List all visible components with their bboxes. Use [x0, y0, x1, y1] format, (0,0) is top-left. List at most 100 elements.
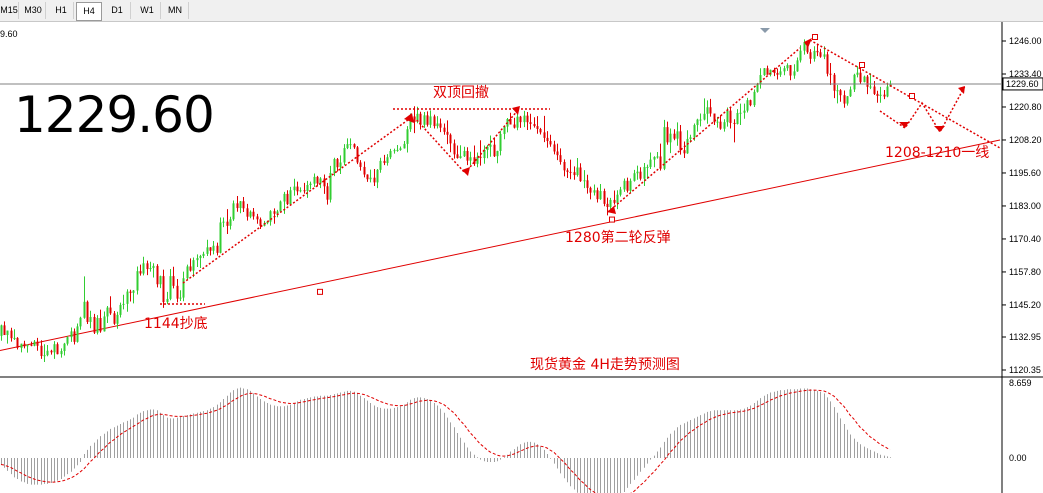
candle-body	[269, 211, 272, 222]
candle-body	[73, 331, 76, 342]
candle-body	[242, 201, 245, 209]
projection-line	[809, 39, 1001, 149]
candle-body	[333, 159, 336, 173]
candle-body	[676, 131, 679, 139]
projection-line	[879, 85, 966, 134]
candle-body	[509, 119, 512, 125]
candle-body	[0, 325, 3, 336]
candle-body	[856, 72, 859, 75]
candle-body	[623, 180, 626, 190]
candle-body	[679, 131, 682, 151]
candle-body	[6, 330, 9, 336]
candle-body	[769, 69, 772, 75]
price-chart[interactable]: 1246.00 1233.40 1220.80 1208.20 1195.60 1183.…	[0, 22, 1043, 493]
candlesticks	[0, 39, 892, 363]
candle-body	[779, 71, 782, 75]
tab-d1[interactable]: D1	[104, 2, 131, 19]
candle-body	[113, 313, 116, 324]
candle-body	[689, 137, 692, 139]
candle-body	[356, 147, 359, 163]
candle-body	[346, 144, 349, 149]
candle-body	[613, 199, 616, 203]
candle-body	[563, 161, 566, 171]
candle-body	[99, 318, 102, 332]
candle-body	[159, 276, 162, 285]
candle-body	[40, 345, 43, 356]
candle-body	[503, 126, 506, 134]
candle-body	[866, 76, 869, 87]
candle-body	[50, 350, 53, 353]
projection-line	[464, 109, 519, 174]
tab-mn[interactable]: MN	[162, 2, 189, 19]
candle-body	[716, 121, 719, 123]
candle-body	[803, 42, 806, 51]
price-tick-label: 1132.95	[1009, 332, 1041, 342]
candle-body	[56, 344, 59, 355]
candle-body	[659, 156, 662, 169]
candle-body	[819, 52, 822, 57]
timeframe-toolbar: M15 M30 H1 H4 D1 W1 MN	[0, 0, 1043, 22]
candle-body	[386, 157, 389, 164]
candle-body	[869, 86, 872, 88]
candle-body	[93, 316, 96, 333]
candle-body	[513, 124, 516, 128]
candle-body	[199, 255, 202, 259]
candle-body	[13, 337, 16, 339]
oscillator-panel: 8.659 0.00	[0, 376, 1043, 493]
period-marker	[760, 28, 770, 33]
annotation-1144-bottom: 1144抄底	[144, 316, 208, 332]
candle-body	[323, 178, 326, 187]
candle-body	[483, 149, 486, 159]
candle-body	[259, 219, 262, 226]
chart-title: 现货黄金 4H走势预测图	[530, 357, 680, 373]
candle-body	[696, 119, 699, 126]
drawing-anchor	[909, 93, 915, 99]
tab-h4[interactable]: H4	[76, 2, 102, 21]
candle-body	[616, 194, 619, 203]
candle-body	[833, 74, 836, 91]
candle-body	[719, 121, 722, 129]
candle-body	[873, 86, 876, 94]
current-price-tag-label: 1229.60	[1006, 79, 1039, 89]
candle-body	[20, 343, 23, 348]
drawing-anchor	[859, 62, 865, 68]
projection-arrow	[899, 122, 909, 128]
candle-body	[599, 191, 602, 200]
candle-body	[763, 68, 766, 76]
candle-body	[229, 219, 232, 226]
candle-body	[349, 144, 352, 146]
candle-body	[403, 143, 406, 149]
candle-body	[846, 96, 849, 104]
candle-body	[249, 211, 252, 217]
candle-body	[603, 191, 606, 204]
candle-body	[273, 211, 276, 214]
tab-m15[interactable]: M15	[0, 2, 19, 19]
candle-body	[579, 167, 582, 182]
candle-body	[186, 266, 189, 279]
candle-body	[593, 190, 596, 193]
projection-arrow	[404, 113, 414, 123]
tab-m30[interactable]: M30	[21, 2, 46, 19]
candle-body	[66, 337, 69, 344]
candle-body	[316, 176, 319, 184]
candle-body	[453, 143, 456, 155]
candle-body	[279, 201, 282, 212]
price-tick-label: 1170.40	[1009, 234, 1041, 244]
candle-body	[636, 171, 639, 174]
candle-body	[206, 247, 209, 254]
projection-drawings	[160, 34, 1001, 305]
candle-body	[523, 115, 526, 123]
candle-body	[283, 193, 286, 202]
candle-body	[799, 50, 802, 61]
price-tick-label: 1120.35	[1009, 365, 1041, 375]
candle-body	[776, 72, 779, 75]
candle-body	[396, 149, 399, 151]
candle-body	[583, 180, 586, 182]
candle-body	[853, 74, 856, 90]
tab-h1[interactable]: H1	[49, 2, 74, 19]
tab-w1[interactable]: W1	[134, 2, 161, 19]
candle-body	[182, 278, 185, 298]
candle-body	[369, 177, 372, 180]
candle-body	[683, 150, 686, 154]
candle-body	[693, 125, 696, 138]
